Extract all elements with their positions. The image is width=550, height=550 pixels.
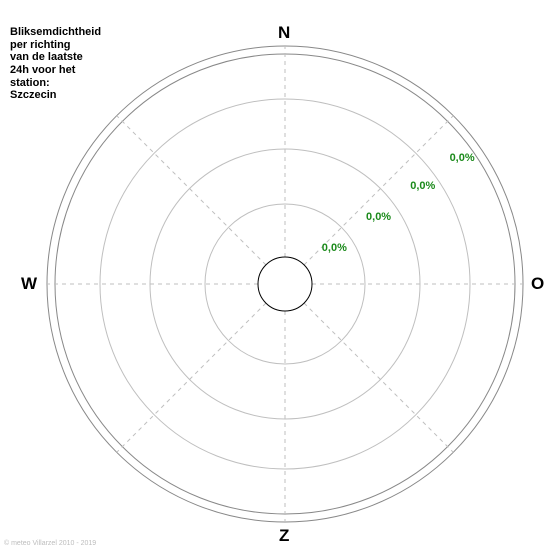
ring-value-label: 0,0% [322, 242, 347, 254]
ring-value-label: 0,0% [366, 211, 391, 223]
chart-title: Bliksemdichtheidper richtingvan de laats… [10, 26, 101, 102]
compass-label-south: Z [279, 526, 289, 546]
compass-label-west: W [21, 274, 37, 294]
copyright-text: © meteo Villarzel 2010 - 2019 [4, 540, 96, 547]
ring-value-label: 0,0% [410, 180, 435, 192]
compass-label-north: N [278, 23, 290, 43]
chart-container: Bliksemdichtheidper richtingvan de laats… [0, 0, 550, 550]
ring-value-label: 0,0% [450, 152, 475, 164]
compass-label-east: O [531, 274, 544, 294]
